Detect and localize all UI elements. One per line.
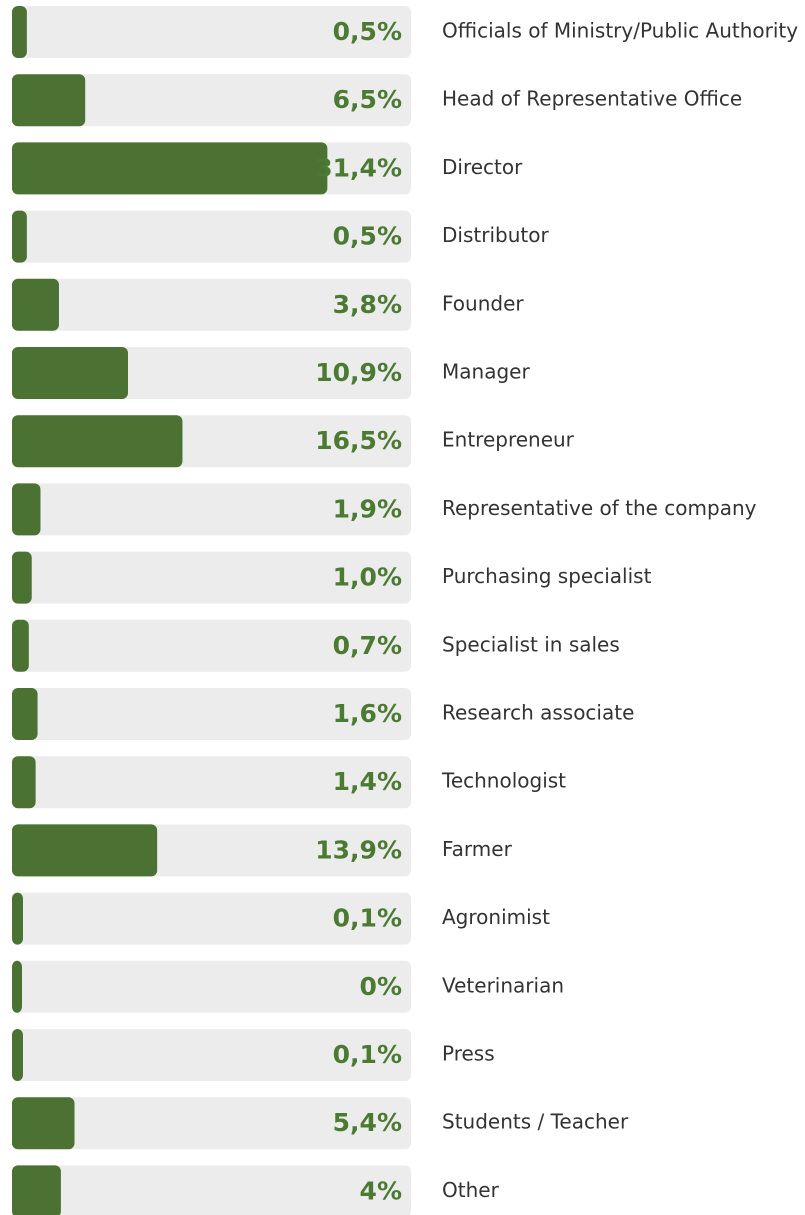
value-label: 5,4% xyxy=(333,1108,402,1137)
bar-track xyxy=(12,619,411,672)
category-label: Founder xyxy=(442,291,524,315)
category-label: Farmer xyxy=(442,837,513,861)
bar-track xyxy=(12,1165,411,1215)
value-label: 0,5% xyxy=(333,222,402,251)
category-label: Distributor xyxy=(442,223,549,247)
category-label: Purchasing specialist xyxy=(442,564,652,588)
category-label: Specialist in sales xyxy=(442,632,620,656)
category-label: Students / Teacher xyxy=(442,1110,629,1134)
bar xyxy=(12,688,38,740)
bar-track xyxy=(12,756,411,809)
bar xyxy=(12,142,328,195)
bar xyxy=(12,756,36,809)
bar xyxy=(12,960,22,1013)
value-label: 0,1% xyxy=(333,904,402,933)
category-label: Manager xyxy=(442,360,530,384)
bar-track xyxy=(12,892,411,945)
bar-track xyxy=(12,1029,411,1081)
bar xyxy=(12,415,183,468)
bar xyxy=(12,278,59,331)
bar-track xyxy=(12,6,411,58)
category-label: Veterinarian xyxy=(442,973,564,997)
bar-track xyxy=(12,551,411,604)
category-label: Officials of Ministry/Public Authority xyxy=(442,19,798,43)
value-label: 1,0% xyxy=(333,563,402,592)
bar xyxy=(12,1029,23,1081)
bar-track xyxy=(12,960,411,1013)
category-label: Head of Representative Office xyxy=(442,87,742,111)
bar-track xyxy=(12,278,411,331)
value-label: 16,5% xyxy=(315,426,402,455)
bar xyxy=(12,892,23,945)
bar xyxy=(12,619,29,672)
value-label: 0% xyxy=(360,972,402,1001)
value-label: 1,9% xyxy=(333,494,402,523)
category-label: Technologist xyxy=(441,769,566,793)
bar-track xyxy=(12,688,411,740)
bar xyxy=(12,1165,61,1215)
category-label: Other xyxy=(442,1178,500,1202)
value-label: 31,4% xyxy=(315,153,402,182)
bar xyxy=(12,483,41,536)
category-label: Representative of the company xyxy=(442,496,757,520)
value-label: 3,8% xyxy=(333,290,402,319)
category-label: Research associate xyxy=(442,701,634,725)
bar-track xyxy=(12,1097,411,1150)
bar xyxy=(12,74,86,127)
value-label: 10,9% xyxy=(315,358,402,387)
value-label: 1,6% xyxy=(333,699,402,728)
bar xyxy=(12,210,27,263)
value-label: 13,9% xyxy=(315,835,402,864)
value-label: 4% xyxy=(360,1176,402,1205)
category-label: Entrepreneur xyxy=(442,428,575,452)
category-label: Director xyxy=(442,155,523,179)
value-label: 6,5% xyxy=(333,85,402,114)
bar-track xyxy=(12,210,411,263)
bar xyxy=(12,347,129,399)
category-label: Press xyxy=(442,1042,495,1066)
value-label: 0,5% xyxy=(333,17,402,46)
value-label: 0,1% xyxy=(333,1040,402,1069)
value-label: 0,7% xyxy=(333,631,402,660)
bar xyxy=(12,1097,75,1150)
bar xyxy=(12,824,158,877)
bar-track xyxy=(12,483,411,536)
bar xyxy=(12,551,32,604)
category-label: Agronimist xyxy=(442,905,550,929)
value-label: 1,4% xyxy=(333,767,402,796)
bar xyxy=(12,6,27,58)
bar-track xyxy=(12,74,411,127)
